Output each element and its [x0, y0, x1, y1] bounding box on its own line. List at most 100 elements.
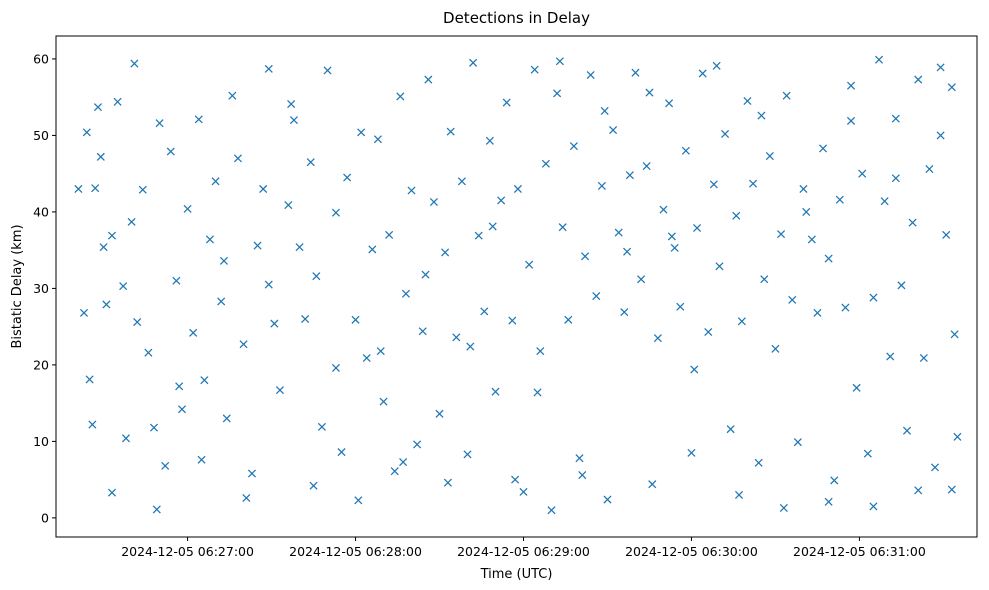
- data-point: [435, 409, 444, 418]
- data-point: [418, 327, 427, 336]
- data-point: [219, 256, 229, 265]
- data-point: [914, 486, 923, 495]
- data-point: [457, 177, 466, 186]
- data-point: [788, 295, 797, 304]
- data-point: [749, 179, 758, 188]
- x-tick-label: 2024-12-05 06:28:00: [289, 544, 422, 559]
- data-point: [511, 475, 520, 484]
- data-point: [665, 99, 674, 108]
- data-point: [802, 207, 811, 216]
- data-point: [547, 506, 556, 515]
- x-tick-label: 2024-12-05 06:30:00: [625, 544, 758, 559]
- data-point: [74, 184, 83, 194]
- data-point: [301, 314, 310, 324]
- data-point: [295, 243, 304, 252]
- y-axis-label: Bistatic Delay (km): [10, 224, 25, 348]
- data-point: [309, 481, 318, 490]
- data-point: [289, 116, 298, 125]
- data-point: [782, 91, 791, 100]
- data-point: [253, 241, 262, 250]
- data-point: [91, 184, 100, 193]
- y-tick-label: 60: [33, 51, 49, 66]
- data-point: [138, 185, 147, 194]
- data-point: [858, 169, 867, 178]
- data-point: [620, 308, 629, 317]
- data-point: [337, 448, 346, 457]
- data-point: [390, 467, 399, 476]
- data-point: [228, 91, 237, 100]
- y-tick-label: 10: [33, 434, 49, 449]
- data-point: [127, 217, 136, 226]
- data-point: [79, 308, 89, 317]
- data-point: [513, 184, 522, 194]
- data-point: [693, 223, 702, 233]
- data-point: [407, 186, 416, 195]
- data-point: [704, 327, 713, 337]
- data-point: [488, 222, 497, 231]
- data-point: [152, 505, 161, 514]
- data-point: [721, 129, 730, 138]
- data-point: [902, 426, 912, 435]
- data-point: [597, 181, 606, 190]
- data-point: [379, 397, 388, 406]
- data-point: [362, 353, 371, 363]
- data-point: [914, 75, 923, 84]
- data-point: [642, 161, 651, 171]
- data-point: [555, 57, 564, 66]
- x-axis-label: Time (UTC): [480, 567, 553, 582]
- data-point: [908, 218, 917, 227]
- data-point: [399, 457, 408, 467]
- data-point: [818, 144, 828, 153]
- data-point: [659, 205, 668, 214]
- data-point: [757, 111, 766, 120]
- data-point: [897, 281, 906, 290]
- data-point: [469, 58, 478, 67]
- data-point: [869, 293, 878, 302]
- data-point: [631, 68, 640, 77]
- data-point: [331, 208, 340, 217]
- data-point: [841, 303, 850, 312]
- data-point: [189, 328, 198, 337]
- x-tick-label: 2024-12-05 06:29:00: [457, 544, 590, 559]
- data-point: [715, 262, 724, 271]
- data-point: [667, 232, 676, 241]
- data-point: [474, 231, 483, 240]
- data-point: [569, 142, 578, 151]
- data-point: [737, 317, 746, 326]
- data-point: [950, 330, 959, 339]
- data-point: [413, 440, 422, 449]
- data-point: [953, 432, 962, 441]
- data-point: [99, 243, 108, 252]
- data-point: [648, 480, 657, 489]
- data-point: [600, 106, 609, 116]
- data-point: [625, 171, 634, 180]
- data-point: [930, 463, 940, 472]
- data-point: [424, 75, 433, 84]
- data-point: [874, 55, 884, 64]
- data-point: [603, 495, 612, 504]
- data-point: [541, 159, 550, 168]
- data-point: [835, 195, 844, 204]
- data-point: [121, 434, 131, 443]
- data-point: [525, 260, 534, 269]
- data-point: [553, 89, 562, 98]
- data-point: [947, 83, 956, 92]
- data-point: [712, 61, 721, 70]
- data-point: [919, 353, 928, 363]
- data-point: [726, 425, 735, 434]
- data-point: [264, 64, 273, 73]
- data-point: [107, 231, 117, 240]
- data-point: [807, 235, 816, 244]
- data-point: [869, 502, 878, 511]
- data-point: [217, 297, 226, 306]
- y-axis-ticks: 0 10 20 30 40 50 60: [33, 51, 56, 525]
- data-point: [485, 136, 494, 145]
- data-point: [846, 81, 856, 90]
- data-point: [609, 126, 618, 135]
- data-point: [743, 96, 752, 106]
- data-point: [824, 497, 833, 506]
- data-point: [175, 382, 184, 391]
- data-point: [886, 352, 895, 361]
- data-point: [765, 152, 774, 161]
- data-point: [270, 319, 279, 328]
